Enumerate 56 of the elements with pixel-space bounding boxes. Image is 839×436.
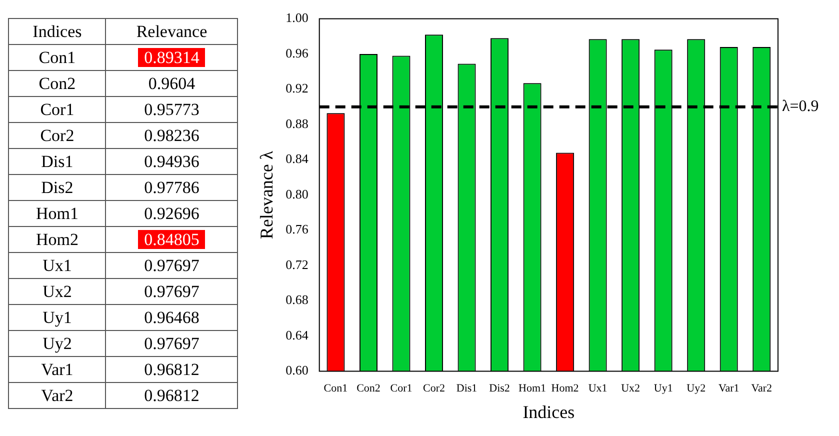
y-tick-label: 0.60 bbox=[286, 362, 308, 378]
text: 0.96812 bbox=[144, 360, 200, 378]
text: 0.97697 bbox=[144, 256, 200, 274]
text: 0.9604 bbox=[148, 74, 196, 92]
text: 0.97697 bbox=[144, 334, 200, 352]
text: 0.97786 bbox=[144, 178, 200, 196]
text: 0.96468 bbox=[144, 308, 200, 326]
y-tick-label: 0.96 bbox=[286, 45, 309, 60]
y-tick-label: 0.72 bbox=[286, 256, 308, 272]
y-tick-label: 0.84 bbox=[286, 151, 309, 166]
y-tick-label: 0.88 bbox=[286, 116, 308, 131]
y-tick-label: 1.00 bbox=[286, 10, 308, 26]
text: 0.96812 bbox=[144, 386, 200, 404]
x-tick-label: Con1 bbox=[324, 382, 348, 395]
y-tick-label: 0.68 bbox=[286, 292, 308, 308]
category-label: Ux1 bbox=[8, 252, 106, 278]
category-label: Hom2 bbox=[8, 226, 106, 252]
ref-line-label: λ=0.9 bbox=[782, 98, 819, 116]
x-tick-label: Con2 bbox=[356, 382, 380, 395]
x-tick-label: Ux1 bbox=[588, 382, 608, 395]
category-label: Con1 bbox=[8, 44, 106, 70]
x-tick-label: Hom2 bbox=[551, 382, 579, 395]
x-tick-label: Ux2 bbox=[621, 382, 640, 395]
x-tick-label: Var2 bbox=[751, 382, 772, 395]
category-label: Uy2 bbox=[8, 330, 106, 356]
text: 0.84805 bbox=[144, 230, 200, 248]
category-label: Con2 bbox=[8, 70, 106, 96]
text: 0.95773 bbox=[144, 100, 200, 118]
x-axis-title: Indices bbox=[522, 402, 575, 422]
text: 0.92696 bbox=[144, 204, 200, 222]
text: 0.94936 bbox=[144, 152, 200, 170]
y-tick-label: 0.64 bbox=[286, 327, 309, 342]
text: Relevance bbox=[106, 18, 238, 44]
x-tick-label: Var1 bbox=[718, 382, 740, 395]
x-tick-label: Hom1 bbox=[518, 382, 546, 395]
y-tick-label: 0.76 bbox=[286, 222, 309, 237]
text: 0.98236 bbox=[144, 126, 200, 144]
x-tick-label: Dis2 bbox=[489, 382, 510, 395]
y-axis-title: Relevance λ bbox=[256, 150, 277, 240]
category-label: Ux2 bbox=[8, 278, 106, 304]
category-label: Hom1 bbox=[8, 200, 106, 226]
x-tick-label: Uy1 bbox=[654, 382, 673, 395]
category-label: Dis1 bbox=[8, 148, 106, 174]
text: 0.97697 bbox=[144, 282, 200, 300]
y-tick-label: 0.80 bbox=[286, 186, 308, 202]
category-label: Uy1 bbox=[8, 304, 106, 330]
x-tick-label: Cor2 bbox=[423, 382, 446, 395]
category-label: Cor2 bbox=[8, 122, 106, 148]
x-tick-label: Dis1 bbox=[456, 382, 478, 395]
y-tick-label: 0.92 bbox=[286, 80, 308, 96]
category-label: Cor1 bbox=[8, 96, 106, 122]
x-tick-label: Uy2 bbox=[686, 382, 706, 395]
x-tick-label: Cor1 bbox=[390, 382, 412, 395]
text: Indices bbox=[8, 18, 106, 44]
category-label: Dis2 bbox=[8, 174, 106, 200]
text: 0.89314 bbox=[144, 48, 200, 66]
